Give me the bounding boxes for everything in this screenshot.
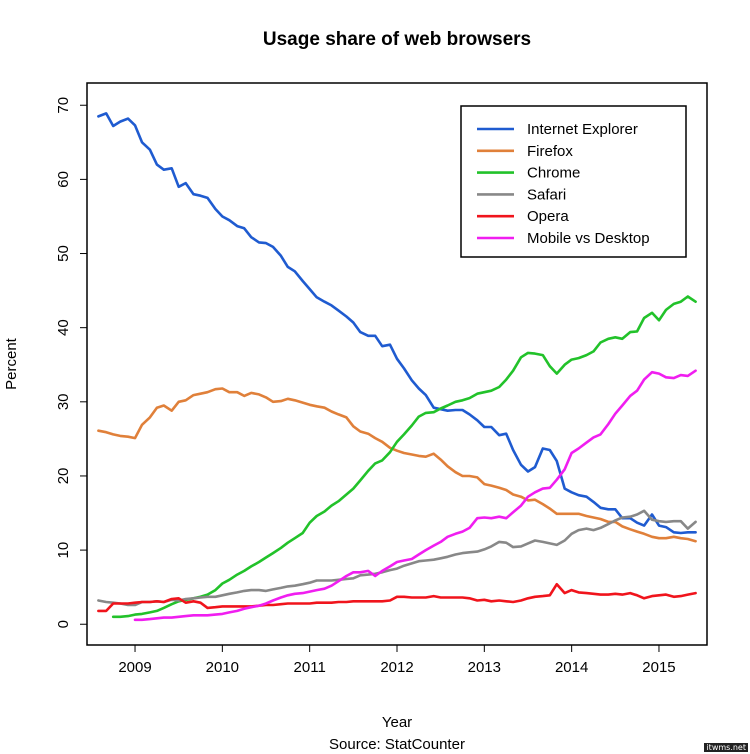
x-axis: 2009 2010 2011 2012 2013 2014 2015 <box>118 645 676 676</box>
source-note: Source: StatCounter <box>329 736 465 753</box>
y-tick-label: 40 <box>55 319 72 336</box>
y-axis-label: Percent <box>3 337 20 390</box>
y-tick-label: 30 <box>55 393 72 410</box>
legend-label-opera: Opera <box>527 208 569 225</box>
x-tick-label: 2011 <box>294 659 326 676</box>
x-tick-label: 2010 <box>206 659 239 676</box>
x-tick-label: 2015 <box>642 659 675 676</box>
legend-label-mobile-vs-desktop: Mobile vs Desktop <box>527 230 650 247</box>
series-line-safari <box>97 509 697 607</box>
series-line-internet-explorer <box>97 112 697 535</box>
y-tick-label: 20 <box>55 468 72 485</box>
y-tick-label: 0 <box>55 620 72 628</box>
legend-label-internet-explorer: Internet Explorer <box>527 121 638 138</box>
series-line-chrome <box>111 295 697 619</box>
y-axis: 0 10 20 30 40 50 60 70 <box>55 97 87 628</box>
plot-frame <box>86 82 708 646</box>
y-tick-label: 70 <box>55 97 72 114</box>
series-line-mobile-vs-desktop <box>133 369 697 622</box>
legend: Internet Explorer Firefox Chrome Safari Oper… <box>460 105 687 258</box>
series-layer <box>97 112 697 622</box>
x-axis-label: Year <box>382 714 412 731</box>
watermark: itwms.net <box>704 743 748 752</box>
x-tick-label: 2009 <box>118 659 151 676</box>
x-tick-label: 2013 <box>468 659 501 676</box>
y-tick-label: 60 <box>55 171 72 188</box>
y-tick-label: 50 <box>55 245 72 262</box>
y-tick-label: 10 <box>55 542 72 559</box>
series-line-opera <box>97 582 697 613</box>
x-tick-label: 2014 <box>555 659 588 676</box>
legend-label-safari: Safari <box>527 186 566 203</box>
chart-title: Usage share of web browsers <box>263 29 531 50</box>
x-tick-label: 2012 <box>380 659 413 676</box>
legend-label-chrome: Chrome <box>527 165 580 182</box>
series-line-firefox <box>97 387 697 543</box>
legend-box <box>460 105 687 258</box>
legend-label-firefox: Firefox <box>527 143 573 160</box>
